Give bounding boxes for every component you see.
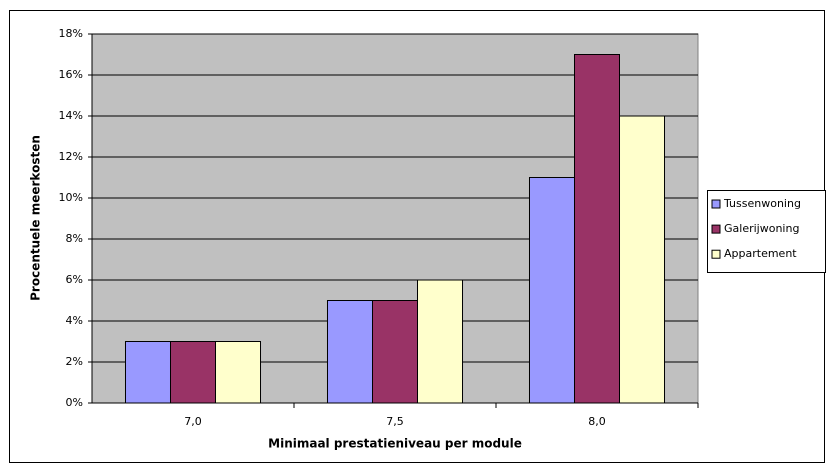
bar [326,300,373,404]
legend-label: Appartement [724,247,797,260]
bar [528,177,575,404]
legend-swatch [711,224,721,234]
bar [619,115,666,404]
y-tick-label: 16% [59,68,83,81]
legend-box [707,190,826,273]
bar [169,341,217,404]
bar [573,54,621,404]
y-tick-label: 18% [59,27,83,40]
x-tick-label: 7,0 [184,415,202,428]
y-tick-label: 4% [66,314,83,327]
y-tick-label: 0% [66,396,83,409]
bar [124,341,171,404]
legend-swatch [711,199,721,209]
y-tick-label: 2% [66,355,83,368]
y-tick-label: 12% [59,150,83,163]
bar [417,279,464,404]
y-tick-label: 10% [59,191,83,204]
bar [371,300,419,404]
legend-label: Tussenwoning [723,197,801,210]
legend-swatch [711,249,721,259]
y-tick-label: 8% [66,232,83,245]
y-axis-title: Procentuele meerkosten [29,135,43,301]
x-tick-label: 8,0 [588,415,606,428]
bar [215,341,262,404]
x-axis-title: Minimaal prestatieniveau per module [268,437,522,451]
x-tick-label: 7,5 [386,415,404,428]
legend-label: Galerijwoning [724,222,799,235]
y-tick-label: 14% [59,109,83,122]
y-tick-label: 6% [66,273,83,286]
